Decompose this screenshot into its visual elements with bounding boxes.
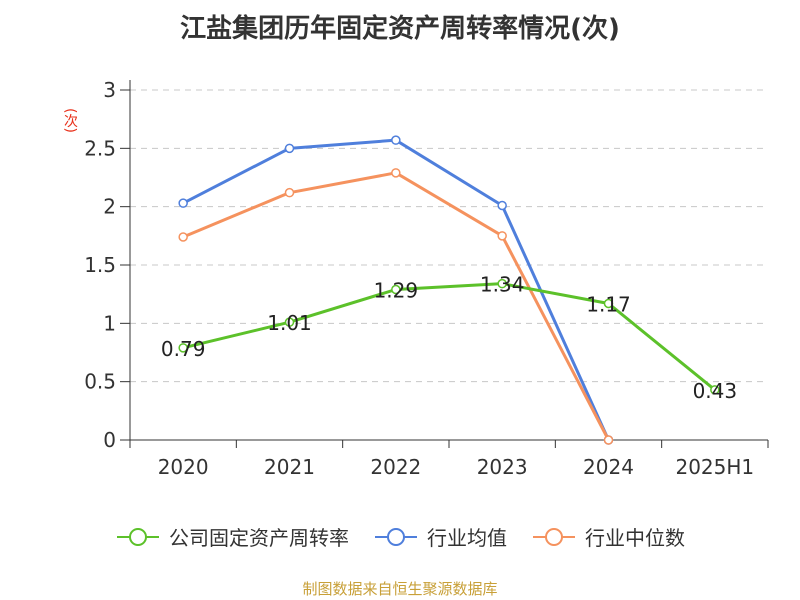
series-line bbox=[182, 171, 610, 441]
legend-label-company: 公司固定资产周转率 bbox=[169, 526, 349, 550]
data-label: 1.17 bbox=[586, 293, 631, 317]
legend-label-industry-median: 行业中位数 bbox=[585, 526, 685, 550]
y-tick-label: 0.5 bbox=[84, 370, 116, 394]
series-line bbox=[182, 282, 716, 391]
x-tick-label: 2025H1 bbox=[675, 455, 754, 479]
y-tick-label: 0 bbox=[103, 428, 116, 452]
grid-lines bbox=[130, 89, 768, 383]
data-point bbox=[178, 198, 188, 208]
data-point bbox=[710, 385, 720, 395]
data-point bbox=[284, 317, 295, 327]
series-lines bbox=[178, 135, 720, 445]
y-tick-label: 1 bbox=[103, 311, 116, 335]
data-labels: 0.79 1.01 1.29 1.34 1.17 0.43 bbox=[161, 273, 737, 403]
legend-marker-green-icon bbox=[117, 527, 159, 546]
chart-title: 江盐集团历年固定资产周转率情况(次) bbox=[180, 14, 620, 44]
data-point bbox=[284, 143, 295, 154]
x-tick-label: 2023 bbox=[477, 455, 528, 479]
x-tick-label: 2024 bbox=[583, 455, 634, 479]
data-point bbox=[284, 187, 295, 198]
x-tick-label: 2022 bbox=[370, 455, 421, 479]
legend-item-industry-median[interactable]: 行业中位数 bbox=[531, 522, 685, 551]
legend: 公司固定资产周转率 行业均值 行业中位数 bbox=[0, 522, 800, 551]
data-label: 0.79 bbox=[161, 337, 206, 361]
y-tick-label: 1.5 bbox=[84, 253, 116, 277]
legend-label-industry-mean: 行业均值 bbox=[427, 526, 507, 550]
x-tick-label: 2020 bbox=[158, 455, 209, 479]
data-point bbox=[391, 168, 401, 178]
data-point bbox=[497, 278, 507, 289]
data-point bbox=[391, 284, 401, 295]
x-tick-label: 2021 bbox=[264, 455, 315, 479]
y-tick-label: 2 bbox=[103, 195, 116, 219]
data-point bbox=[603, 435, 614, 445]
data-point bbox=[603, 298, 614, 309]
y-tick-label: 3 bbox=[103, 78, 116, 102]
legend-marker-orange-icon bbox=[533, 527, 575, 546]
data-point bbox=[391, 135, 401, 145]
data-label: 0.43 bbox=[693, 379, 738, 403]
data-label: 1.34 bbox=[480, 273, 525, 297]
legend-marker-blue-icon bbox=[375, 527, 417, 546]
data-point bbox=[497, 200, 507, 211]
data-label: 1.29 bbox=[374, 279, 419, 303]
data-point bbox=[497, 231, 507, 241]
source-note: 制图数据来自恒生聚源数据库 bbox=[302, 580, 498, 598]
y-axis-unit-label: (次) bbox=[62, 108, 78, 133]
legend-item-industry-mean[interactable]: 行业均值 bbox=[373, 522, 507, 551]
data-point bbox=[178, 343, 188, 353]
data-label: 1.01 bbox=[267, 311, 312, 335]
data-point bbox=[178, 232, 188, 242]
legend-item-company[interactable]: 公司固定资产周转率 bbox=[115, 522, 349, 551]
axes: 0 0.5 1 1.5 2 2.5 3 2020 2021 2022 2023 2024 2025H1 bbox=[84, 78, 769, 479]
y-tick-label: 2.5 bbox=[84, 136, 116, 160]
